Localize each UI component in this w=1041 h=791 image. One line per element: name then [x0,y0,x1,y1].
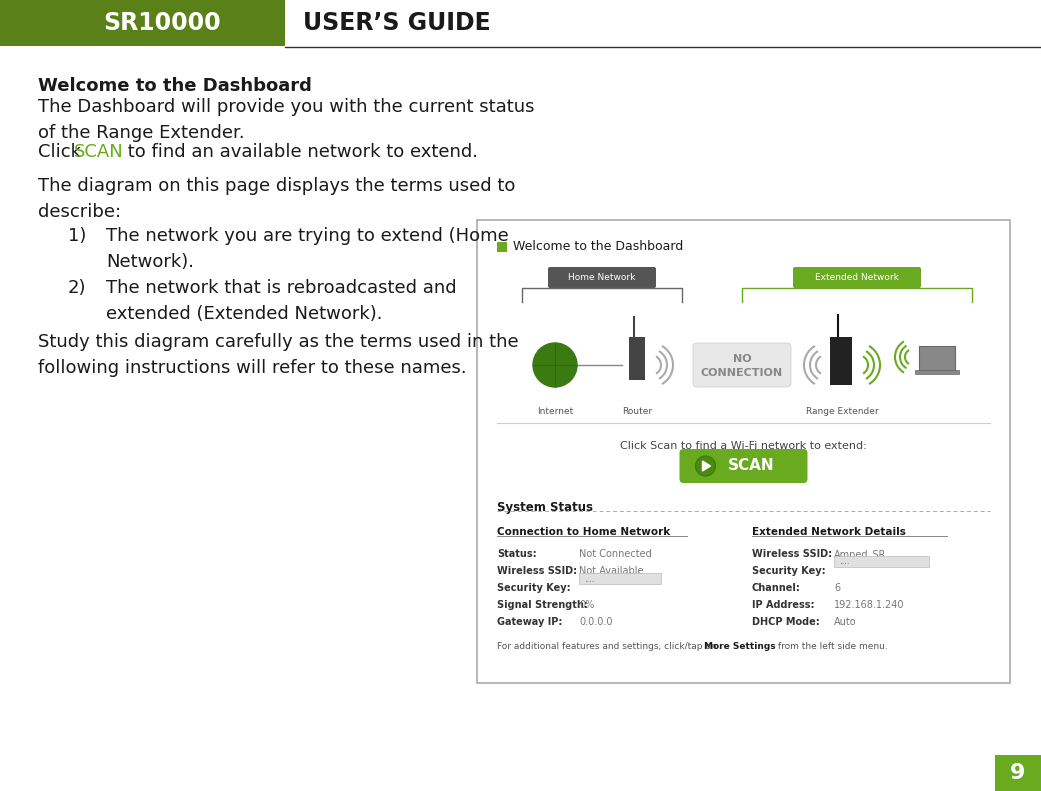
Text: The Dashboard will provide you with the current status
of the Range Extender.: The Dashboard will provide you with the … [39,98,534,142]
Text: 1): 1) [68,227,86,245]
Text: Not Available: Not Available [579,566,643,576]
Text: Extended Network Details: Extended Network Details [752,527,906,537]
Text: Click: Click [39,143,86,161]
Text: SCAN: SCAN [74,143,124,161]
Text: Connection to Home Network: Connection to Home Network [497,527,670,537]
Text: Not Connected: Not Connected [579,549,652,559]
Text: The network that is rebroadcasted and
extended (Extended Network).: The network that is rebroadcasted and ex… [106,279,457,323]
FancyBboxPatch shape [680,449,808,483]
Text: Wireless SSID:: Wireless SSID: [497,566,577,576]
Text: Amped_SR: Amped_SR [834,549,886,560]
Text: Click Scan to find a Wi-Fi network to extend:: Click Scan to find a Wi-Fi network to ex… [620,441,867,451]
Text: More Settings: More Settings [704,642,776,651]
Text: Status:: Status: [497,549,536,559]
Text: SR10000: SR10000 [104,11,222,35]
Text: Channel:: Channel: [752,583,801,593]
Text: Auto: Auto [834,617,857,627]
FancyBboxPatch shape [830,337,852,385]
FancyBboxPatch shape [497,242,507,252]
FancyBboxPatch shape [0,0,1041,46]
FancyBboxPatch shape [629,337,645,380]
Text: Welcome to the Dashboard: Welcome to the Dashboard [513,240,683,252]
FancyBboxPatch shape [834,556,929,567]
Text: Extended Network: Extended Network [815,274,899,282]
Text: NO: NO [733,354,752,364]
Text: Home Network: Home Network [568,274,636,282]
FancyBboxPatch shape [915,370,959,374]
FancyBboxPatch shape [995,755,1041,791]
Text: Internet: Internet [537,407,574,416]
Text: Wireless SSID:: Wireless SSID: [752,549,832,559]
Text: Gateway IP:: Gateway IP: [497,617,562,627]
Text: For additional features and settings, click/tap on: For additional features and settings, cl… [497,642,719,651]
FancyBboxPatch shape [919,346,955,370]
Text: Security Key:: Security Key: [752,566,826,576]
FancyBboxPatch shape [693,343,791,387]
Text: 0.0.0.0: 0.0.0.0 [579,617,612,627]
Text: USER’S GUIDE: USER’S GUIDE [303,11,490,35]
Text: 6: 6 [834,583,840,593]
Text: ....: .... [584,574,594,584]
Text: The diagram on this page displays the terms used to
describe:: The diagram on this page displays the te… [39,177,515,221]
Text: DHCP Mode:: DHCP Mode: [752,617,819,627]
FancyBboxPatch shape [477,220,1010,683]
Text: CONNECTION: CONNECTION [701,368,783,378]
FancyBboxPatch shape [285,0,1041,46]
Text: 192.168.1.240: 192.168.1.240 [834,600,905,610]
FancyBboxPatch shape [579,573,661,584]
FancyBboxPatch shape [548,267,656,288]
Text: 9: 9 [1011,763,1025,783]
Text: Signal Strength:: Signal Strength: [497,600,588,610]
Text: IP Address:: IP Address: [752,600,814,610]
FancyBboxPatch shape [793,267,921,288]
Text: Welcome to the Dashboard: Welcome to the Dashboard [39,77,312,95]
Text: 0%: 0% [579,600,594,610]
Text: System Status: System Status [497,501,593,514]
Text: 2): 2) [68,279,86,297]
Circle shape [533,343,577,387]
Text: SCAN: SCAN [729,459,775,474]
Circle shape [695,456,715,476]
Text: Range Extender: Range Extender [806,407,879,416]
Text: Study this diagram carefully as the terms used in the
following instructions wil: Study this diagram carefully as the term… [39,333,518,377]
Text: Router: Router [621,407,652,416]
Text: ....: .... [839,558,849,566]
Text: Security Key:: Security Key: [497,583,570,593]
Polygon shape [703,461,711,471]
Text: The network you are trying to extend (Home
Network).: The network you are trying to extend (Ho… [106,227,509,271]
Text: to find an available network to extend.: to find an available network to extend. [122,143,478,161]
Text: from the left side menu.: from the left side menu. [775,642,888,651]
